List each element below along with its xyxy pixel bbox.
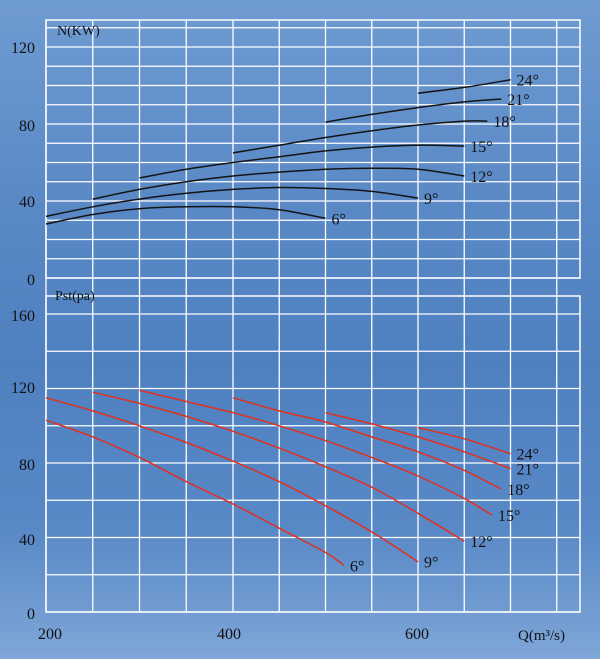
- power-curve-label: 18°: [493, 114, 515, 131]
- power-axis-title: N(KW): [57, 24, 100, 39]
- power-curve-label: 6°: [332, 211, 346, 228]
- pressure-tick-160: 160: [11, 308, 35, 325]
- power-curve-label: 9°: [424, 191, 438, 208]
- grid: [45, 19, 581, 613]
- power-panel-frame: [45, 19, 581, 279]
- pressure-curves: 6° 9° 12° 15° 18° 21°24°: [45, 389, 539, 575]
- power-curve: [92, 167, 465, 200]
- power-curve: [45, 186, 419, 218]
- power-curve-label: 12°: [470, 169, 492, 186]
- power-curve-label: 21°: [507, 92, 529, 109]
- pressure-curve-label: 6°: [350, 558, 364, 575]
- pressure-curve: [325, 411, 511, 470]
- pressure-tick-0: 0: [27, 606, 35, 623]
- x-tick-600: 600: [405, 626, 429, 643]
- pressure-panel-frame: [45, 295, 581, 613]
- power-curve: [232, 120, 488, 154]
- pressure-curve: [417, 426, 511, 455]
- power-curve-label: 15°: [470, 139, 492, 156]
- x-axis-title: Q(m³/s): [518, 628, 565, 644]
- power-tick-80: 80: [19, 118, 35, 135]
- pressure-tick-80: 80: [19, 457, 35, 474]
- pressure-curve-label: 24°: [517, 447, 539, 464]
- power-tick-0: 0: [27, 272, 35, 289]
- pressure-curve-label: 15°: [498, 508, 520, 525]
- pressure-tick-40: 40: [19, 532, 35, 549]
- power-curve: [139, 144, 465, 179]
- pressure-curve-label: 12°: [470, 534, 492, 551]
- power-curve-label: 24°: [517, 73, 539, 90]
- x-tick-200: 200: [38, 626, 62, 643]
- pressure-curve: [45, 397, 419, 563]
- pressure-curve: [45, 419, 345, 567]
- pressure-axis-title: Pst(pa): [55, 289, 95, 304]
- power-tick-40: 40: [19, 194, 35, 211]
- power-curve: [417, 78, 511, 94]
- power-tick-120: 120: [11, 40, 35, 57]
- pressure-curve-label: 18°: [507, 482, 529, 499]
- power-curves: 6° 9° 12° 15°18° 21° 24°: [45, 73, 539, 228]
- pressure-curve: [139, 389, 493, 516]
- pressure-curve: [92, 391, 465, 542]
- pressure-tick-120: 120: [11, 380, 35, 397]
- pressure-curve: [232, 397, 502, 490]
- power-curve: [45, 205, 326, 225]
- pressure-curve-label: 21°: [517, 462, 539, 479]
- x-tick-400: 400: [217, 626, 241, 643]
- pressure-curve-label: 9°: [424, 555, 438, 572]
- power-curve: [325, 98, 502, 123]
